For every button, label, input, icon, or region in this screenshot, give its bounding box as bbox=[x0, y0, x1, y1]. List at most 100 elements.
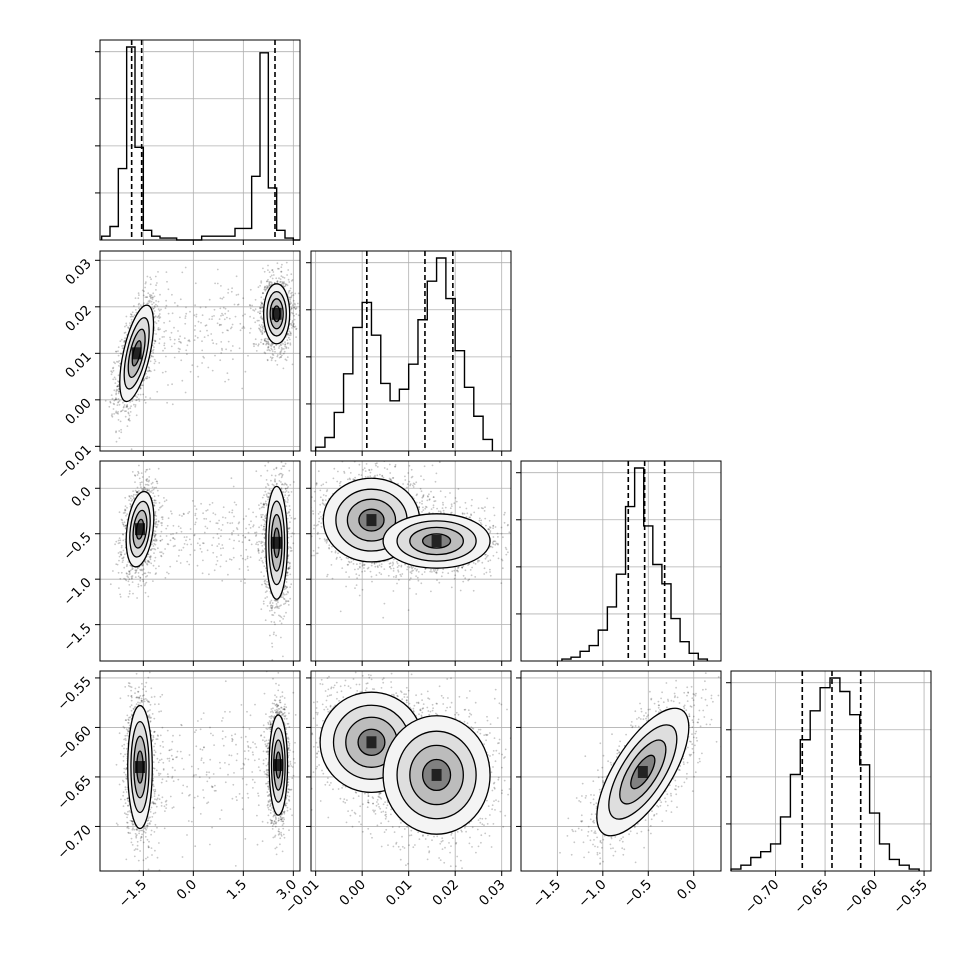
sample-point bbox=[138, 490, 140, 492]
sample-point bbox=[286, 274, 288, 276]
sample-point bbox=[254, 308, 257, 311]
sample-point bbox=[176, 304, 179, 307]
sample-point bbox=[263, 338, 266, 340]
sample-point bbox=[121, 557, 123, 560]
sample-point bbox=[124, 337, 126, 339]
sample-point bbox=[216, 322, 219, 325]
sample-point bbox=[268, 343, 270, 345]
sample-point bbox=[265, 280, 268, 283]
sample-point bbox=[154, 530, 157, 533]
sample-point bbox=[274, 606, 277, 608]
panel-frame bbox=[310, 250, 512, 452]
sample-point bbox=[281, 282, 284, 285]
sample-point bbox=[125, 315, 128, 318]
sample-point bbox=[120, 410, 123, 412]
sample-point bbox=[146, 489, 148, 492]
sample-point bbox=[279, 281, 281, 283]
sample-point bbox=[147, 302, 150, 305]
sample-point bbox=[145, 575, 147, 578]
sample-point bbox=[218, 324, 221, 327]
sample-point bbox=[180, 359, 183, 362]
sample-point bbox=[159, 293, 161, 296]
sample-point bbox=[117, 392, 120, 395]
sample-point bbox=[259, 307, 261, 310]
sample-point bbox=[288, 281, 291, 283]
sample-point bbox=[151, 306, 154, 309]
x-tick-label: −0.70 bbox=[742, 877, 783, 918]
sample-point bbox=[256, 541, 258, 544]
sample-point bbox=[129, 401, 132, 403]
sample-point bbox=[235, 275, 238, 278]
sample-point bbox=[264, 464, 267, 467]
sample-point bbox=[163, 321, 166, 324]
sample-point bbox=[109, 583, 112, 586]
sample-point bbox=[291, 320, 294, 322]
sample-point bbox=[160, 308, 162, 311]
sample-point bbox=[134, 297, 137, 299]
sample-point bbox=[155, 502, 157, 504]
sample-point bbox=[185, 349, 188, 352]
sample-point bbox=[260, 280, 263, 283]
sample-point bbox=[111, 397, 114, 400]
sample-point bbox=[124, 511, 126, 514]
sample-point bbox=[155, 289, 157, 291]
sample-point bbox=[128, 570, 130, 573]
sample-point bbox=[269, 275, 272, 278]
sample-point bbox=[104, 455, 106, 457]
sample-point bbox=[278, 345, 281, 347]
sample-point bbox=[118, 559, 120, 562]
sample-point bbox=[146, 478, 149, 480]
sample-point bbox=[295, 327, 298, 330]
sample-point bbox=[194, 304, 197, 307]
sample-point bbox=[130, 577, 133, 580]
sample-point bbox=[243, 327, 246, 329]
sample-point bbox=[115, 410, 118, 413]
sample-point bbox=[151, 543, 153, 546]
sample-point bbox=[261, 317, 263, 320]
sample-point bbox=[167, 312, 170, 315]
sample-point bbox=[266, 590, 268, 592]
sample-point bbox=[262, 343, 265, 345]
sample-point bbox=[267, 347, 269, 349]
sample-point bbox=[139, 576, 142, 579]
sample-point bbox=[148, 299, 151, 302]
sample-point bbox=[115, 440, 118, 443]
sample-point bbox=[262, 343, 265, 345]
sample-point bbox=[253, 343, 256, 345]
sample-point bbox=[152, 539, 154, 542]
sample-point bbox=[219, 359, 222, 362]
sample-point bbox=[188, 340, 191, 343]
sample-point bbox=[132, 495, 134, 498]
sample-point bbox=[115, 350, 118, 353]
sample-point bbox=[287, 561, 290, 563]
sample-point bbox=[153, 310, 156, 312]
sample-point bbox=[146, 480, 149, 482]
sample-point bbox=[151, 303, 154, 306]
sample-point bbox=[146, 296, 149, 298]
sample-point bbox=[142, 568, 145, 571]
sample-point bbox=[286, 284, 289, 287]
sample-point bbox=[128, 592, 131, 595]
sample-point bbox=[121, 347, 124, 350]
sample-point bbox=[220, 314, 222, 317]
sample-point bbox=[208, 298, 211, 301]
sample-point bbox=[119, 553, 122, 555]
sample-point bbox=[203, 336, 206, 338]
sample-point bbox=[131, 567, 134, 570]
sample-point bbox=[127, 408, 130, 410]
sample-point bbox=[148, 489, 151, 491]
sample-point bbox=[147, 560, 150, 562]
sample-point bbox=[124, 410, 126, 413]
sample-point bbox=[185, 306, 187, 309]
sample-point bbox=[128, 419, 131, 422]
sample-point bbox=[290, 332, 292, 335]
sample-point bbox=[259, 330, 262, 333]
sample-point bbox=[261, 306, 264, 309]
sample-point bbox=[117, 411, 119, 413]
sample-point bbox=[189, 310, 191, 313]
sample-point bbox=[136, 491, 138, 494]
density-contour bbox=[262, 283, 291, 345]
sample-point bbox=[110, 394, 113, 396]
sample-point bbox=[271, 607, 273, 609]
sample-point bbox=[266, 495, 268, 497]
